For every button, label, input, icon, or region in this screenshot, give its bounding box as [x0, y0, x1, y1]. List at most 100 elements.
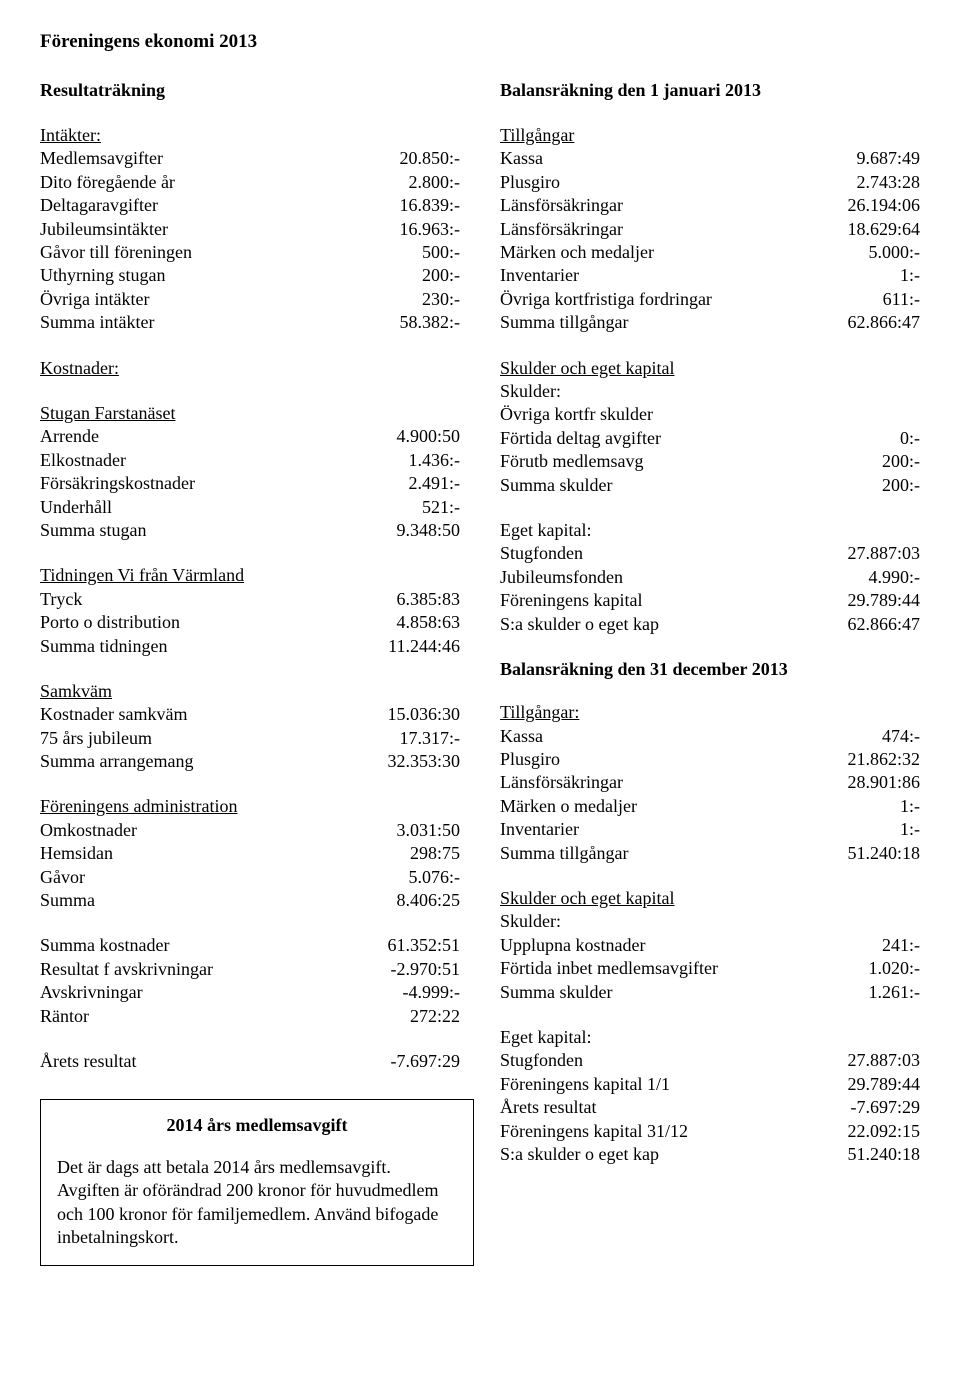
- line-item-value: 32.353:30: [350, 750, 460, 773]
- stugan-rows: Arrende4.900:50Elkostnader1.436:-Försäkr…: [40, 425, 460, 542]
- line-item-label: Stugfonden: [500, 1049, 589, 1072]
- line-item: Inventarier 1:-: [500, 818, 920, 841]
- line-item-value: 9.687:49: [810, 147, 920, 170]
- line-item-label: Övriga intäkter: [40, 288, 155, 311]
- line-item-label: Summa skulder: [500, 474, 619, 497]
- line-item-label: Uthyrning stugan: [40, 264, 172, 287]
- line-item-label: Porto o distribution: [40, 611, 186, 634]
- line-item: Tryck6.385:83: [40, 588, 460, 611]
- line-item-label: Summa: [40, 889, 101, 912]
- line-item-value: -2.970:51: [350, 958, 460, 981]
- line-item-value: 4.990:-: [810, 566, 920, 589]
- line-item: Summa kostnader61.352:51: [40, 934, 460, 957]
- line-item-value: 22.092:15: [810, 1120, 920, 1143]
- tidningen-header: Tidningen Vi från Värmland: [40, 564, 460, 587]
- line-item: Resultat f avskrivningar -2.970:51: [40, 958, 460, 981]
- skulder1-sub: Skulder:: [500, 380, 920, 403]
- line-item: Räntor272:22: [40, 1005, 460, 1028]
- intakter-header: Intäkter:: [40, 124, 460, 147]
- samkvam-header: Samkväm: [40, 680, 460, 703]
- line-item-label: Övriga kortfristiga fordringar: [500, 288, 718, 311]
- box-title: 2014 års medlemsavgift: [57, 1114, 457, 1137]
- tillgangar1-rows: Kassa9.687:49Plusgiro2.743:28Länsförsäkr…: [500, 147, 920, 334]
- line-item: S:a skulder o eget kap62.866:47: [500, 613, 920, 636]
- line-item-label: Summa skulder: [500, 981, 619, 1004]
- line-item: Medlemsavgifter20.850:-: [40, 147, 460, 170]
- line-item-label: 75 års jubileum: [40, 727, 158, 750]
- balans1-heading: Balansräkning den 1 januari 2013: [500, 79, 920, 102]
- line-item-label: Försäkringskostnader: [40, 472, 201, 495]
- line-item: Inventarier1:-: [500, 264, 920, 287]
- line-item-label: Summa arrangemang: [40, 750, 199, 773]
- skulder2-sub: Skulder:: [500, 910, 920, 933]
- line-item: Summa tidningen11.244:46: [40, 635, 460, 658]
- line-item-label: Länsförsäkringar: [500, 771, 629, 794]
- line-item-value: 16.839:-: [350, 194, 460, 217]
- line-item-label: Summa tillgångar: [500, 311, 634, 334]
- line-item-value: 2.491:-: [350, 472, 460, 495]
- line-item: Porto o distribution 4.858:63: [40, 611, 460, 634]
- line-item-value: 15.036:30: [350, 703, 460, 726]
- line-item-value: 0:-: [810, 427, 920, 450]
- line-item: Upplupna kostnader241:-: [500, 934, 920, 957]
- line-item: Kassa9.687:49: [500, 147, 920, 170]
- line-item-value: 5.076:-: [350, 866, 460, 889]
- line-item-value: 6.385:83: [350, 588, 460, 611]
- line-item-value: 4.858:63: [350, 611, 460, 634]
- tillgangar1-header: Tillgångar: [500, 124, 920, 147]
- line-item-value: 1:-: [810, 818, 920, 841]
- skeg1-header: Skulder och eget kapital: [500, 357, 920, 380]
- two-column-layout: Resultaträkning Intäkter: Medlemsavgifte…: [40, 79, 920, 1267]
- line-item: Förtida inbet medlemsavgifter1.020:-: [500, 957, 920, 980]
- line-item-label: S:a skulder o eget kap: [500, 1143, 665, 1166]
- line-item-label: Inventarier: [500, 818, 585, 841]
- line-item-value: 51.240:18: [810, 842, 920, 865]
- line-item-value: 17.317:-: [350, 727, 460, 750]
- line-item-label: Dito föregående år: [40, 171, 181, 194]
- line-item-label: Stugfonden: [500, 542, 589, 565]
- line-item: Avskrivningar-4.999:-: [40, 981, 460, 1004]
- line-item-value: 16.963:-: [350, 218, 460, 241]
- line-item: Övriga kortfristiga fordringar611:-: [500, 288, 920, 311]
- arets-resultat-value: -7.697:29: [350, 1050, 460, 1073]
- line-item-label: Kostnader samkväm: [40, 703, 193, 726]
- skeg2-header: Skulder och eget kapital: [500, 887, 920, 910]
- line-item: Omkostnader3.031:50: [40, 819, 460, 842]
- line-item: Gåvor5.076:-: [40, 866, 460, 889]
- line-item-label: Jubileumsfonden: [500, 566, 629, 589]
- line-item: Övriga intäkter230:-: [40, 288, 460, 311]
- line-item: Summa tillgångar 62.866:47: [500, 311, 920, 334]
- line-item-value: 298:75: [350, 842, 460, 865]
- line-item: Märken o medaljer1:-: [500, 795, 920, 818]
- line-item-value: 474:-: [810, 725, 920, 748]
- line-item: Summa stugan9.348:50: [40, 519, 460, 542]
- line-item: Länsförsäkringar26.194:06: [500, 194, 920, 217]
- line-item: Uthyrning stugan200:-: [40, 264, 460, 287]
- line-item: Summa skulder200:-: [500, 474, 920, 497]
- eget1-rows: Stugfonden27.887:03Jubileumsfonden4.990:…: [500, 542, 920, 636]
- line-item: S:a skulder o eget kap51.240:18: [500, 1143, 920, 1166]
- line-item-label: Resultat f avskrivningar: [40, 958, 219, 981]
- line-item-value: 28.901:86: [810, 771, 920, 794]
- line-item-label: Föreningens kapital 1/1: [500, 1073, 676, 1096]
- line-item-value: 1.020:-: [810, 957, 920, 980]
- line-item-value: 521:-: [350, 496, 460, 519]
- line-item: Förtida deltag avgifter0:-: [500, 427, 920, 450]
- right-column: Balansräkning den 1 januari 2013 Tillgån…: [500, 79, 920, 1267]
- line-item-label: Avskrivningar: [40, 981, 149, 1004]
- line-item-label: Underhåll: [40, 496, 118, 519]
- line-item-value: 62.866:47: [810, 311, 920, 334]
- line-item: Summa skulder1.261:-: [500, 981, 920, 1004]
- line-item-value: 4.900:50: [350, 425, 460, 448]
- skulder1-ovriga: Övriga kortfr skulder: [500, 403, 920, 426]
- line-item-label: Jubileumsintäkter: [40, 218, 174, 241]
- line-item-value: 1.436:-: [350, 449, 460, 472]
- line-item: Försäkringskostnader 2.491:-: [40, 472, 460, 495]
- line-item-value: 2.800:-: [350, 171, 460, 194]
- line-item-label: Räntor: [40, 1005, 95, 1028]
- skulder2-rows: Upplupna kostnader241:-Förtida inbet med…: [500, 934, 920, 1004]
- line-item-label: Summa stugan: [40, 519, 153, 542]
- line-item-value: 3.031:50: [350, 819, 460, 842]
- line-item: Kassa474:-: [500, 725, 920, 748]
- line-item-value: 1:-: [810, 264, 920, 287]
